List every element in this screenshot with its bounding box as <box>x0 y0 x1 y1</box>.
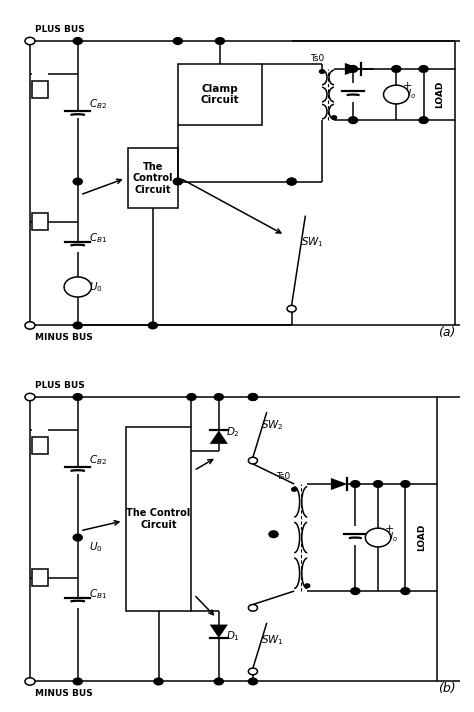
Text: The Control
Circuit: The Control Circuit <box>127 508 191 530</box>
Text: MINUS BUS: MINUS BUS <box>35 333 92 342</box>
Circle shape <box>348 66 357 73</box>
Polygon shape <box>345 63 361 75</box>
Circle shape <box>269 531 278 538</box>
Circle shape <box>173 178 182 185</box>
Text: $U_o$: $U_o$ <box>403 88 416 101</box>
Circle shape <box>374 481 383 487</box>
Text: $SW_1$: $SW_1$ <box>261 633 284 646</box>
Circle shape <box>401 481 410 487</box>
Circle shape <box>73 534 82 541</box>
Text: $C_{B2}$: $C_{B2}$ <box>89 454 107 468</box>
Text: $C_{B1}$: $C_{B1}$ <box>89 231 107 246</box>
Circle shape <box>287 178 296 185</box>
Bar <box>32 570 48 586</box>
Circle shape <box>25 393 35 401</box>
Text: $U_0$: $U_0$ <box>89 540 103 555</box>
Circle shape <box>25 322 35 329</box>
Text: $D_1$: $D_1$ <box>226 629 239 643</box>
Circle shape <box>215 38 225 44</box>
Text: $C_{B2}$: $C_{B2}$ <box>89 98 107 112</box>
Circle shape <box>73 394 82 400</box>
Circle shape <box>305 584 310 587</box>
Polygon shape <box>210 431 228 444</box>
Polygon shape <box>331 478 347 490</box>
Text: $SW_1$: $SW_1$ <box>301 235 324 248</box>
Circle shape <box>187 394 196 400</box>
Circle shape <box>351 588 360 595</box>
Circle shape <box>73 38 82 44</box>
Circle shape <box>73 178 82 185</box>
Circle shape <box>248 678 257 685</box>
Bar <box>126 427 191 611</box>
Circle shape <box>248 457 257 464</box>
Circle shape <box>73 322 82 329</box>
Text: +: + <box>385 524 394 534</box>
Circle shape <box>148 322 157 329</box>
Circle shape <box>173 38 182 44</box>
Circle shape <box>248 604 257 611</box>
Bar <box>178 65 262 125</box>
Text: The
Control
Circuit: The Control Circuit <box>133 162 173 195</box>
Circle shape <box>214 678 223 685</box>
Circle shape <box>287 178 296 185</box>
Bar <box>32 214 48 230</box>
Circle shape <box>331 116 337 120</box>
Circle shape <box>248 394 257 400</box>
Circle shape <box>292 488 297 491</box>
Circle shape <box>154 678 163 685</box>
Circle shape <box>73 678 82 685</box>
Circle shape <box>365 528 391 547</box>
Text: MINUS BUS: MINUS BUS <box>35 689 92 698</box>
Polygon shape <box>210 624 228 638</box>
Text: $SW_2$: $SW_2$ <box>261 419 284 432</box>
Text: $C_{B1}$: $C_{B1}$ <box>89 587 107 602</box>
Text: Ts0: Ts0 <box>276 471 290 481</box>
Text: +: + <box>403 81 412 91</box>
Bar <box>32 437 48 454</box>
Circle shape <box>64 277 91 297</box>
Text: PLUS BUS: PLUS BUS <box>35 25 84 33</box>
Circle shape <box>419 66 428 73</box>
Text: LOAD: LOAD <box>417 524 426 551</box>
Bar <box>405 484 437 591</box>
Circle shape <box>25 678 35 685</box>
Circle shape <box>383 85 409 104</box>
Circle shape <box>392 66 401 73</box>
Circle shape <box>348 117 357 123</box>
Bar <box>32 81 48 98</box>
Text: Ts0: Ts0 <box>310 54 324 63</box>
Circle shape <box>25 37 35 45</box>
Circle shape <box>419 117 428 123</box>
Text: PLUS BUS: PLUS BUS <box>35 381 84 389</box>
Circle shape <box>287 305 296 312</box>
Text: (b): (b) <box>438 682 456 695</box>
Circle shape <box>401 588 410 595</box>
Circle shape <box>214 394 223 400</box>
Circle shape <box>248 668 257 675</box>
Bar <box>424 69 456 120</box>
Text: $U_o$: $U_o$ <box>385 530 398 545</box>
Bar <box>128 148 178 209</box>
Circle shape <box>351 481 360 487</box>
Text: (a): (a) <box>438 326 456 339</box>
Text: $U_0$: $U_0$ <box>89 280 103 294</box>
Circle shape <box>319 70 325 73</box>
Circle shape <box>248 394 257 400</box>
Text: $D_2$: $D_2$ <box>226 425 239 439</box>
Text: Clamp
Circuit: Clamp Circuit <box>201 84 239 105</box>
Text: LOAD: LOAD <box>435 81 444 108</box>
